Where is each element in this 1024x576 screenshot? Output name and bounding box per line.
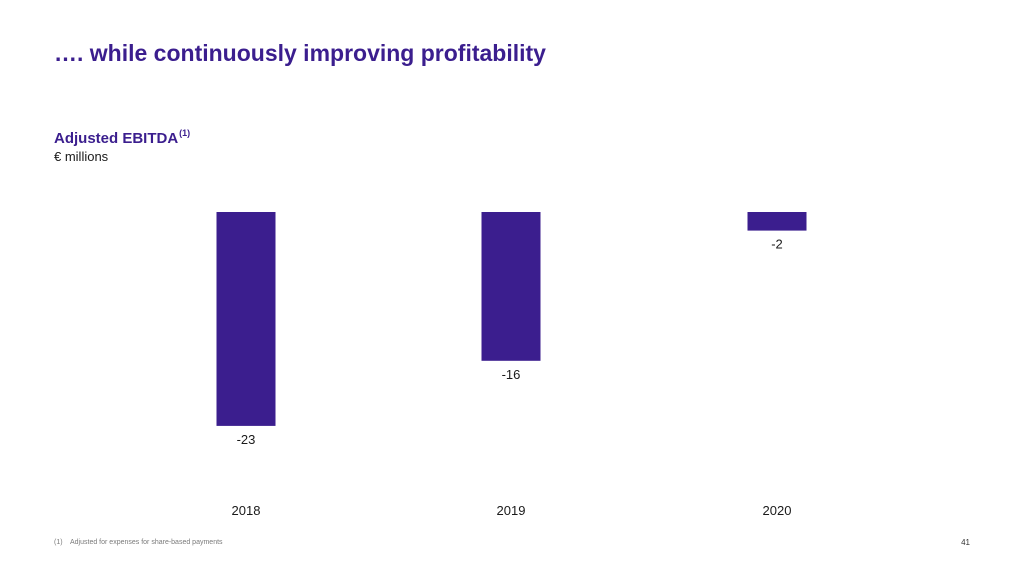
footnote: (1) Adjusted for expenses for share-based… — [54, 539, 223, 546]
chart-title-text: Adjusted EBITDA — [54, 130, 179, 147]
bar-2018 — [216, 212, 276, 426]
data-label-2019: -16 — [502, 367, 521, 382]
slide-title: …. while continuously improving profitab… — [54, 40, 546, 66]
bar-2019 — [481, 212, 541, 361]
bar-2020 — [747, 212, 807, 231]
footnote-reference: (1) — [179, 128, 191, 138]
footnote-marker: (1) — [54, 539, 63, 546]
page-number: 41 — [961, 538, 970, 547]
category-label-2018: 2018 — [232, 503, 261, 518]
chart-title: Adjusted EBITDA(1) — [54, 128, 190, 147]
data-label-2018: -23 — [237, 432, 256, 447]
data-label-2020: -2 — [771, 237, 783, 252]
category-label-2020: 2020 — [763, 503, 792, 518]
footnote-text: Adjusted for expenses for share-based pa… — [70, 539, 223, 546]
chart-unit-label: € millions — [54, 149, 109, 164]
category-label-2019: 2019 — [497, 503, 526, 518]
